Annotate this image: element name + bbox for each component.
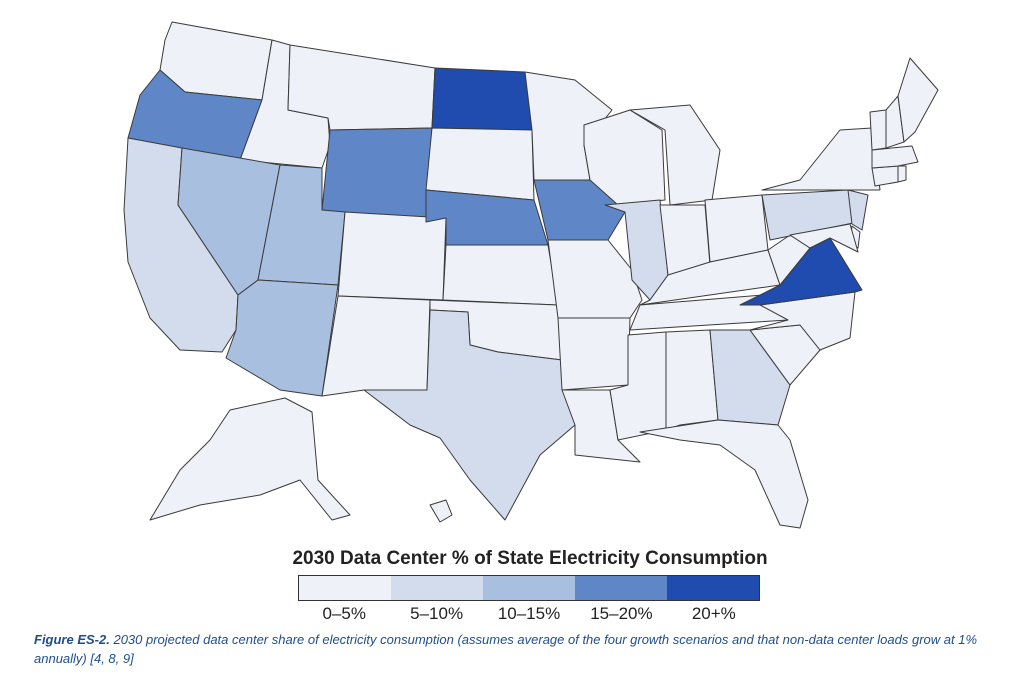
state-maine	[897, 57, 939, 143]
legend-labels: 0–5% 5–10% 10–15% 15–20% 20+%	[298, 604, 760, 624]
legend-label: 10–15%	[497, 604, 561, 623]
legend-swatch-20-plus	[667, 576, 759, 600]
state-new-york	[761, 127, 881, 191]
legend-swatch-15-20	[575, 576, 667, 600]
legend-label: 15–20%	[590, 604, 653, 623]
state-arkansas	[557, 317, 631, 391]
state-new-mexico	[321, 295, 431, 397]
legend-label: 0–5%	[322, 604, 366, 623]
legend-swatch-0-5	[299, 576, 391, 600]
state-florida	[639, 419, 809, 529]
figure-label: Figure ES-2.	[34, 632, 110, 647]
figure-caption: Figure ES-2. 2030 projected data center …	[34, 630, 1004, 668]
state-georgia	[709, 329, 791, 426]
state-alaska	[149, 397, 351, 521]
state-wyoming	[321, 127, 433, 223]
state-new-jersey	[847, 189, 869, 231]
state-maryland	[789, 223, 859, 253]
state-massachusetts	[871, 145, 919, 169]
state-vermont	[869, 109, 887, 151]
legend-color-bar	[298, 575, 760, 601]
state-kansas	[442, 244, 559, 306]
state-arizona	[225, 279, 339, 397]
legend-swatch-5-10	[391, 576, 483, 600]
state-south-dakota	[425, 127, 535, 201]
state-connecticut	[871, 165, 899, 187]
legend-label: 20+%	[691, 604, 736, 623]
state-alabama	[665, 329, 719, 431]
state-hawaii	[429, 499, 453, 523]
state-north-dakota	[431, 67, 533, 131]
state-rhode-island	[897, 165, 907, 183]
legend-title: 2030 Data Center % of State Electricity …	[292, 548, 768, 569]
state-missouri	[547, 239, 643, 319]
caption-text: 2030 projected data center share of elec…	[34, 632, 978, 666]
legend-label: 5–10%	[410, 604, 464, 623]
state-texas	[363, 309, 576, 521]
legend-swatch-10-15	[483, 576, 575, 600]
state-north-carolina	[749, 291, 856, 351]
us-state-map	[123, 21, 939, 529]
state-colorado	[337, 211, 447, 301]
